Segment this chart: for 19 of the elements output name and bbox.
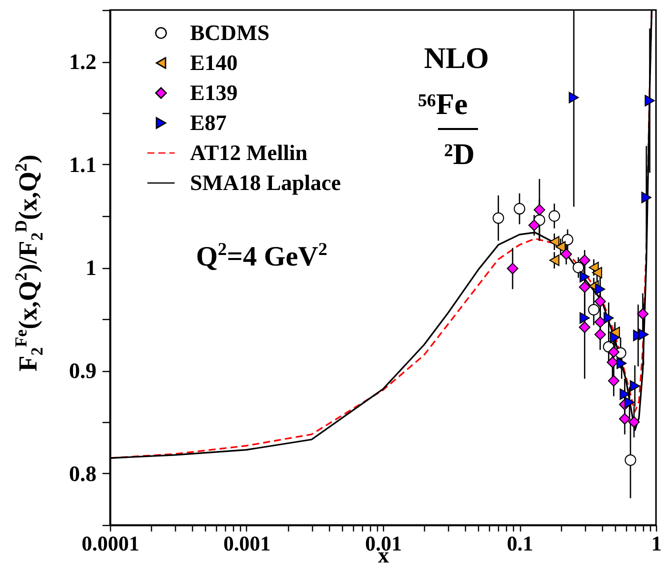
legend-label: AT12 Mellin	[190, 140, 308, 165]
legend-label: E87	[190, 110, 227, 135]
x-tick-label: 0.001	[223, 532, 271, 556]
x-tick-label: 1	[651, 532, 662, 556]
x-tick-label: 0.1	[506, 532, 534, 556]
annotation: Q$^{2}$=4 GeV$^{2}$	[196, 239, 328, 272]
y-tick-label: 0.8	[69, 461, 96, 486]
y-tick-label: 0.9	[69, 358, 96, 383]
legend-label: SMA18 Laplace	[190, 170, 342, 195]
y-tick-label: 1.1	[69, 152, 96, 177]
x-tick-label: 0.0001	[82, 532, 140, 556]
y-tick-label: 1	[86, 255, 96, 280]
legend-label: E140	[190, 50, 238, 75]
annotation: ²D	[444, 138, 475, 171]
annotation: NLO	[424, 42, 490, 75]
y-tick-label: 1.2	[69, 49, 96, 74]
legend-label: BCDMS	[190, 20, 270, 45]
annotation: ⁵⁶Fe	[418, 88, 468, 121]
legend-label: E139	[190, 80, 238, 105]
